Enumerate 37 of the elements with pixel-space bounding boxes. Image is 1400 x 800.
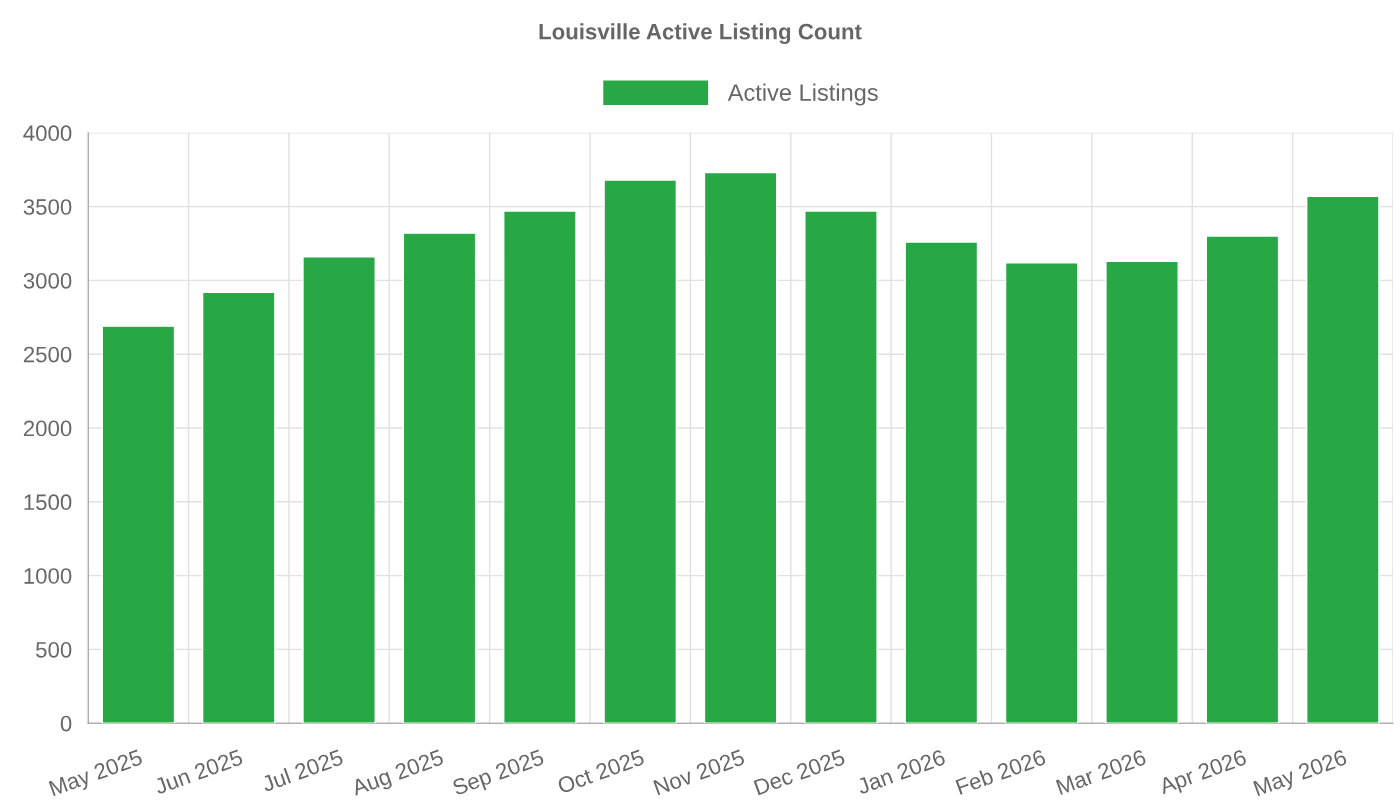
y-tick-label: 4000 — [23, 125, 72, 142]
y-tick-label: 1000 — [24, 568, 72, 584]
x-tick-label: Apr 2026 — [1157, 749, 1249, 799]
bar — [1004, 261, 1079, 724]
x-tick-label: Feb 2026 — [955, 748, 1047, 796]
x-tick-label: Jan 2026 — [855, 749, 947, 795]
x-tick-label: Oct 2025 — [556, 749, 645, 795]
bar — [101, 325, 176, 724]
chart-title: Louisville Active Listing Count — [539, 23, 862, 45]
x-tick-label: May 2025 — [48, 749, 145, 800]
y-tick-label: 1500 — [24, 494, 72, 511]
bar — [201, 291, 276, 724]
x-tick-label: Sep 2025 — [451, 749, 547, 800]
x-tick-label: Aug 2025 — [350, 749, 446, 800]
bar — [904, 241, 979, 724]
y-tick-label: 3000 — [23, 272, 72, 289]
x-tick-label: Dec 2025 — [753, 749, 846, 796]
y-tick-label: 0 — [60, 715, 72, 732]
x-tick-label: Mar 2026 — [1055, 749, 1147, 796]
bar — [302, 256, 376, 724]
bar — [804, 210, 878, 724]
y-tick-label: 2000 — [23, 420, 72, 437]
bar — [1105, 260, 1179, 724]
bar — [1205, 235, 1280, 724]
x-tick-label: Jul 2025 — [260, 748, 344, 793]
x-tick-label: May 2026 — [1253, 749, 1349, 800]
bar — [603, 179, 678, 724]
bar — [1305, 195, 1380, 724]
x-tick-label: Nov 2025 — [653, 749, 746, 796]
bar — [503, 210, 577, 724]
y-tick-label: 500 — [36, 641, 72, 658]
bar — [402, 232, 477, 724]
y-tick-label: 3500 — [23, 199, 72, 215]
x-tick-label: Jun 2025 — [153, 749, 244, 795]
legend-label: Active Listings — [727, 83, 878, 106]
y-tick-label: 2500 — [23, 346, 72, 363]
bar — [703, 171, 778, 724]
